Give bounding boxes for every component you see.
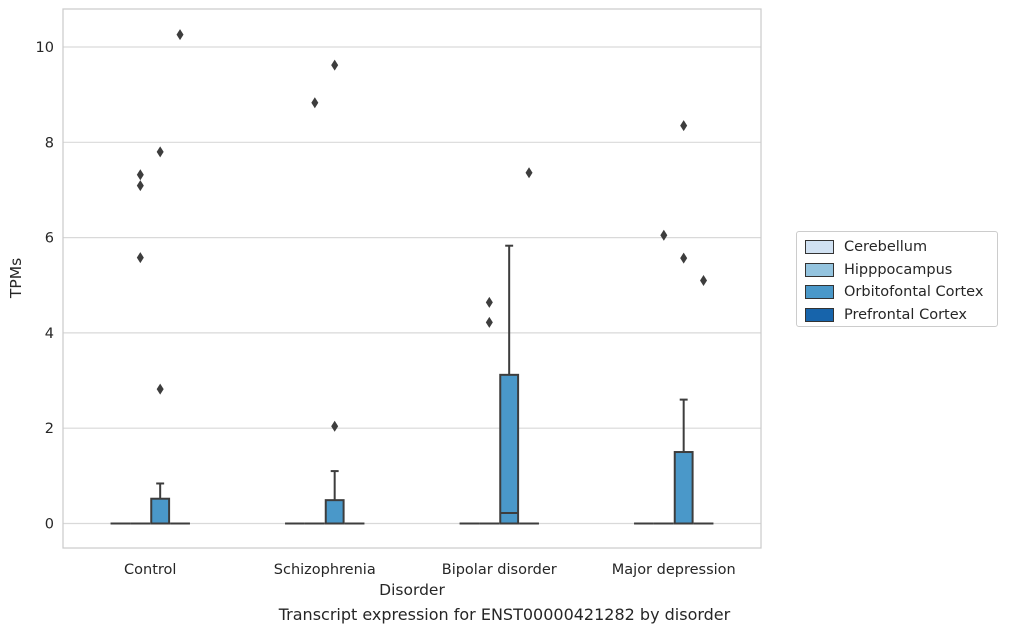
- legend-item: Cerebellum: [805, 236, 997, 259]
- y-tick-labels: 0 2 4 6 8 10: [36, 40, 54, 533]
- x-tick-label: Schizophrenia: [274, 562, 376, 578]
- outlier-point: [136, 180, 144, 192]
- outlier-point: [311, 97, 319, 109]
- box-plot-marks: [110, 29, 714, 525]
- legend-item: Hipppocampus: [805, 259, 997, 282]
- outlier-point: [680, 120, 688, 132]
- outlier-point: [700, 274, 708, 286]
- x-tick-labels: Control Schizophrenia Bipolar disorder Majo…: [124, 562, 736, 578]
- outlier-point: [156, 383, 164, 395]
- outlier-point: [525, 167, 533, 179]
- box-group: [479, 296, 500, 525]
- gridlines: [63, 46, 761, 525]
- y-tick-label: 2: [45, 421, 54, 437]
- outlier-point: [331, 59, 339, 71]
- legend-label: Orbitofontal Cortex: [844, 284, 984, 301]
- box-group: [170, 29, 190, 525]
- legend: Cerebellum Hipppocampus Orbitofontal Cor…: [796, 231, 998, 327]
- box: [499, 373, 520, 525]
- outlier-point: [485, 296, 493, 308]
- box-group: [499, 244, 520, 525]
- legend-swatch-hippocampus: [805, 262, 834, 277]
- outlier-point: [331, 420, 339, 432]
- box-group: [673, 120, 694, 525]
- box-group: [653, 229, 674, 525]
- x-tick-label: Major depression: [612, 562, 736, 578]
- box: [673, 451, 694, 525]
- outlier-point: [136, 169, 144, 181]
- outlier-point: [136, 252, 144, 264]
- outlier-point: [680, 252, 688, 264]
- box-group: [519, 167, 539, 525]
- outlier-point: [176, 29, 184, 41]
- x-axis-label: Disorder: [379, 581, 445, 599]
- box-group: [324, 59, 345, 525]
- y-axis-label: TPMs: [7, 258, 25, 299]
- legend-item: Prefrontal Cortex: [805, 304, 997, 327]
- outlier-point: [660, 229, 668, 241]
- box-group: [130, 169, 151, 525]
- box-group: [693, 274, 714, 525]
- chart-caption: Transcript expression for ENST0000042128…: [278, 605, 731, 624]
- y-tick-label: 10: [36, 40, 54, 56]
- box: [150, 497, 171, 525]
- plot-frame: [62, 8, 762, 549]
- legend-item: Orbitofontal Cortex: [805, 281, 997, 304]
- box-group: [304, 97, 325, 525]
- y-tick-label: 4: [45, 326, 54, 342]
- legend-swatch-orbitofrontal: [805, 285, 834, 300]
- box: [324, 499, 345, 525]
- y-tick-label: 8: [45, 135, 54, 151]
- legend-label: Prefrontal Cortex: [844, 306, 967, 323]
- legend-label: Cerebellum: [844, 239, 928, 256]
- y-tick-label: 6: [45, 231, 54, 247]
- legend-swatch-cerebellum: [805, 240, 834, 255]
- legend-swatch-prefrontal: [805, 307, 834, 322]
- y-tick-label: 0: [45, 517, 54, 533]
- outlier-point: [485, 316, 493, 328]
- box-group: [150, 146, 171, 525]
- x-tick-label: Bipolar disorder: [442, 562, 557, 578]
- legend-label: Hipppocampus: [844, 261, 953, 278]
- outlier-point: [156, 146, 164, 158]
- x-tick-label: Control: [124, 562, 176, 578]
